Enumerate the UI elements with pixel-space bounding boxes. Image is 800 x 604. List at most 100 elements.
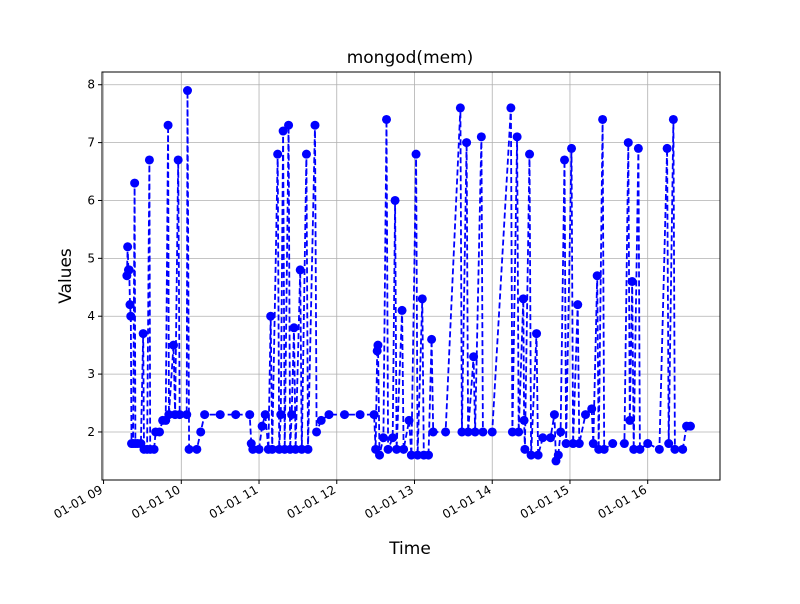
data-point <box>184 444 194 454</box>
y-tick-label: 6 <box>87 193 95 207</box>
data-point <box>654 444 664 454</box>
data-point <box>561 439 571 449</box>
data-point <box>581 410 591 420</box>
chart-title: mongod(mem) <box>347 48 474 68</box>
data-point <box>413 450 423 460</box>
data-point <box>340 410 350 420</box>
data-point <box>487 427 497 437</box>
data-point <box>316 415 326 425</box>
data-point <box>297 444 307 454</box>
data-point <box>273 149 283 159</box>
data-point <box>375 450 385 460</box>
data-point <box>126 311 136 321</box>
data-point <box>526 450 536 460</box>
data-point <box>532 329 542 339</box>
data-point <box>678 444 688 454</box>
y-tick-label: 3 <box>87 367 95 381</box>
data-point <box>553 450 563 460</box>
y-tick-label: 2 <box>87 425 95 439</box>
data-point <box>301 149 311 159</box>
data-point <box>587 404 597 414</box>
data-point <box>533 450 543 460</box>
data-point <box>392 444 402 454</box>
x-axis-label: Time <box>388 539 431 559</box>
x-tick-label: 01-01 14 <box>440 482 494 521</box>
data-point <box>245 410 255 420</box>
data-point <box>635 444 645 454</box>
x-tick-label: 01-01 13 <box>362 482 416 521</box>
data-point <box>278 126 288 136</box>
data-point <box>441 427 451 437</box>
y-tick-label: 7 <box>87 136 95 150</box>
data-point <box>518 294 528 304</box>
data-point <box>388 433 398 443</box>
data-point <box>192 444 202 454</box>
data-point <box>643 439 653 449</box>
data-point <box>417 294 427 304</box>
data-point <box>390 195 400 205</box>
data-point <box>629 444 639 454</box>
data-point <box>130 178 140 188</box>
data-point <box>627 276 637 286</box>
data-point <box>257 421 267 431</box>
data-point <box>164 410 174 420</box>
data-point <box>469 352 479 362</box>
data-point <box>267 444 277 454</box>
data-point <box>598 114 608 124</box>
data-point <box>670 444 680 454</box>
x-tick-label: 01-01 11 <box>207 482 261 521</box>
data-point <box>124 265 134 275</box>
data-point <box>138 329 148 339</box>
x-tick-label: 01-01 15 <box>518 482 572 521</box>
x-tick-label: 01-01 10 <box>129 482 183 521</box>
data-point <box>155 427 165 437</box>
data-point <box>397 305 407 315</box>
data-line <box>126 90 691 462</box>
data-point <box>373 340 383 350</box>
data-point <box>123 242 133 252</box>
data-point <box>149 444 159 454</box>
data-point <box>470 427 480 437</box>
x-tick-label: 01-01 09 <box>51 482 105 521</box>
data-point <box>625 415 635 425</box>
data-point <box>163 120 173 130</box>
data-point <box>260 410 270 420</box>
data-point <box>455 103 465 113</box>
data-point <box>369 410 379 420</box>
y-tick-label: 5 <box>87 251 95 265</box>
plot-frame <box>101 71 721 481</box>
data-point <box>200 410 210 420</box>
data-point <box>215 410 225 420</box>
y-tick-label: 8 <box>87 78 95 92</box>
data-point <box>514 427 524 437</box>
x-tick-label: 01-01 16 <box>595 482 649 521</box>
data-point <box>512 132 522 142</box>
data-point <box>383 444 393 454</box>
data-point <box>183 86 193 96</box>
data-point <box>406 450 416 460</box>
data-point <box>231 410 241 420</box>
data-point <box>476 132 486 142</box>
data-point <box>685 421 695 431</box>
data-point <box>173 155 183 165</box>
data-point <box>423 450 433 460</box>
data-point <box>462 138 472 148</box>
y-axis-label: Values <box>56 248 76 304</box>
data-point <box>291 444 301 454</box>
data-point <box>125 300 135 310</box>
data-point <box>324 410 334 420</box>
data-point <box>182 410 192 420</box>
data-point <box>175 410 185 420</box>
data-point <box>169 340 179 350</box>
data-point <box>463 427 473 437</box>
data-point <box>538 433 548 443</box>
data-point <box>574 439 584 449</box>
data-point <box>378 433 388 443</box>
data-point <box>560 155 570 165</box>
data-point <box>254 444 264 454</box>
data-point <box>556 427 566 437</box>
data-point <box>248 444 258 454</box>
data-point <box>289 323 299 333</box>
data-point <box>295 265 305 275</box>
